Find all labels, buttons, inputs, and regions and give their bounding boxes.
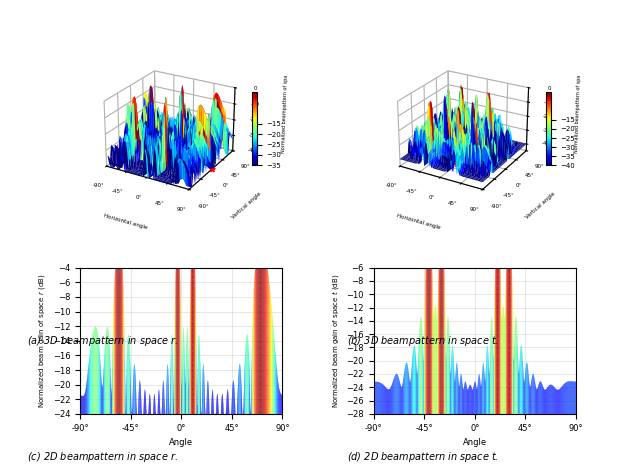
Text: (a) 3D beampattern in space $r$.: (a) 3D beampattern in space $r$. (26, 334, 179, 348)
Text: (d) 2D beampattern in space $t$.: (d) 2D beampattern in space $t$. (346, 450, 499, 465)
X-axis label: Angle: Angle (463, 438, 487, 447)
Y-axis label: Vertical angle: Vertical angle (231, 191, 262, 219)
X-axis label: Horizontal angle: Horizontal angle (103, 214, 148, 231)
X-axis label: Angle: Angle (169, 438, 193, 447)
X-axis label: Horizontal angle: Horizontal angle (396, 214, 442, 231)
Text: (b) 3D beampattern in space $t$.: (b) 3D beampattern in space $t$. (346, 334, 499, 348)
Y-axis label: Normalized beam gain of space $t$ (dB): Normalized beam gain of space $t$ (dB) (330, 273, 340, 408)
Y-axis label: Normalized beam gain of space $r$ (dB): Normalized beam gain of space $r$ (dB) (37, 273, 47, 408)
Text: (c) 2D beampattern in space $r$.: (c) 2D beampattern in space $r$. (27, 450, 178, 465)
Y-axis label: Vertical angle: Vertical angle (525, 191, 556, 219)
